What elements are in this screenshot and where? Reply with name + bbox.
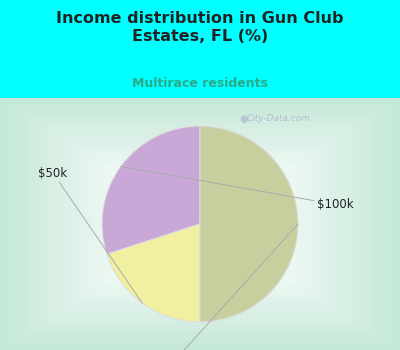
Text: City-Data.com: City-Data.com (246, 114, 310, 123)
Text: $50k: $50k (38, 167, 142, 303)
Wedge shape (102, 126, 200, 254)
Wedge shape (200, 126, 298, 322)
Wedge shape (107, 224, 200, 322)
Text: $100k: $100k (121, 166, 354, 211)
Text: Income distribution in Gun Club
Estates, FL (%): Income distribution in Gun Club Estates,… (56, 10, 344, 44)
Text: ●: ● (240, 114, 248, 124)
Text: $20k: $20k (146, 224, 298, 350)
Text: Multirace residents: Multirace residents (132, 77, 268, 90)
